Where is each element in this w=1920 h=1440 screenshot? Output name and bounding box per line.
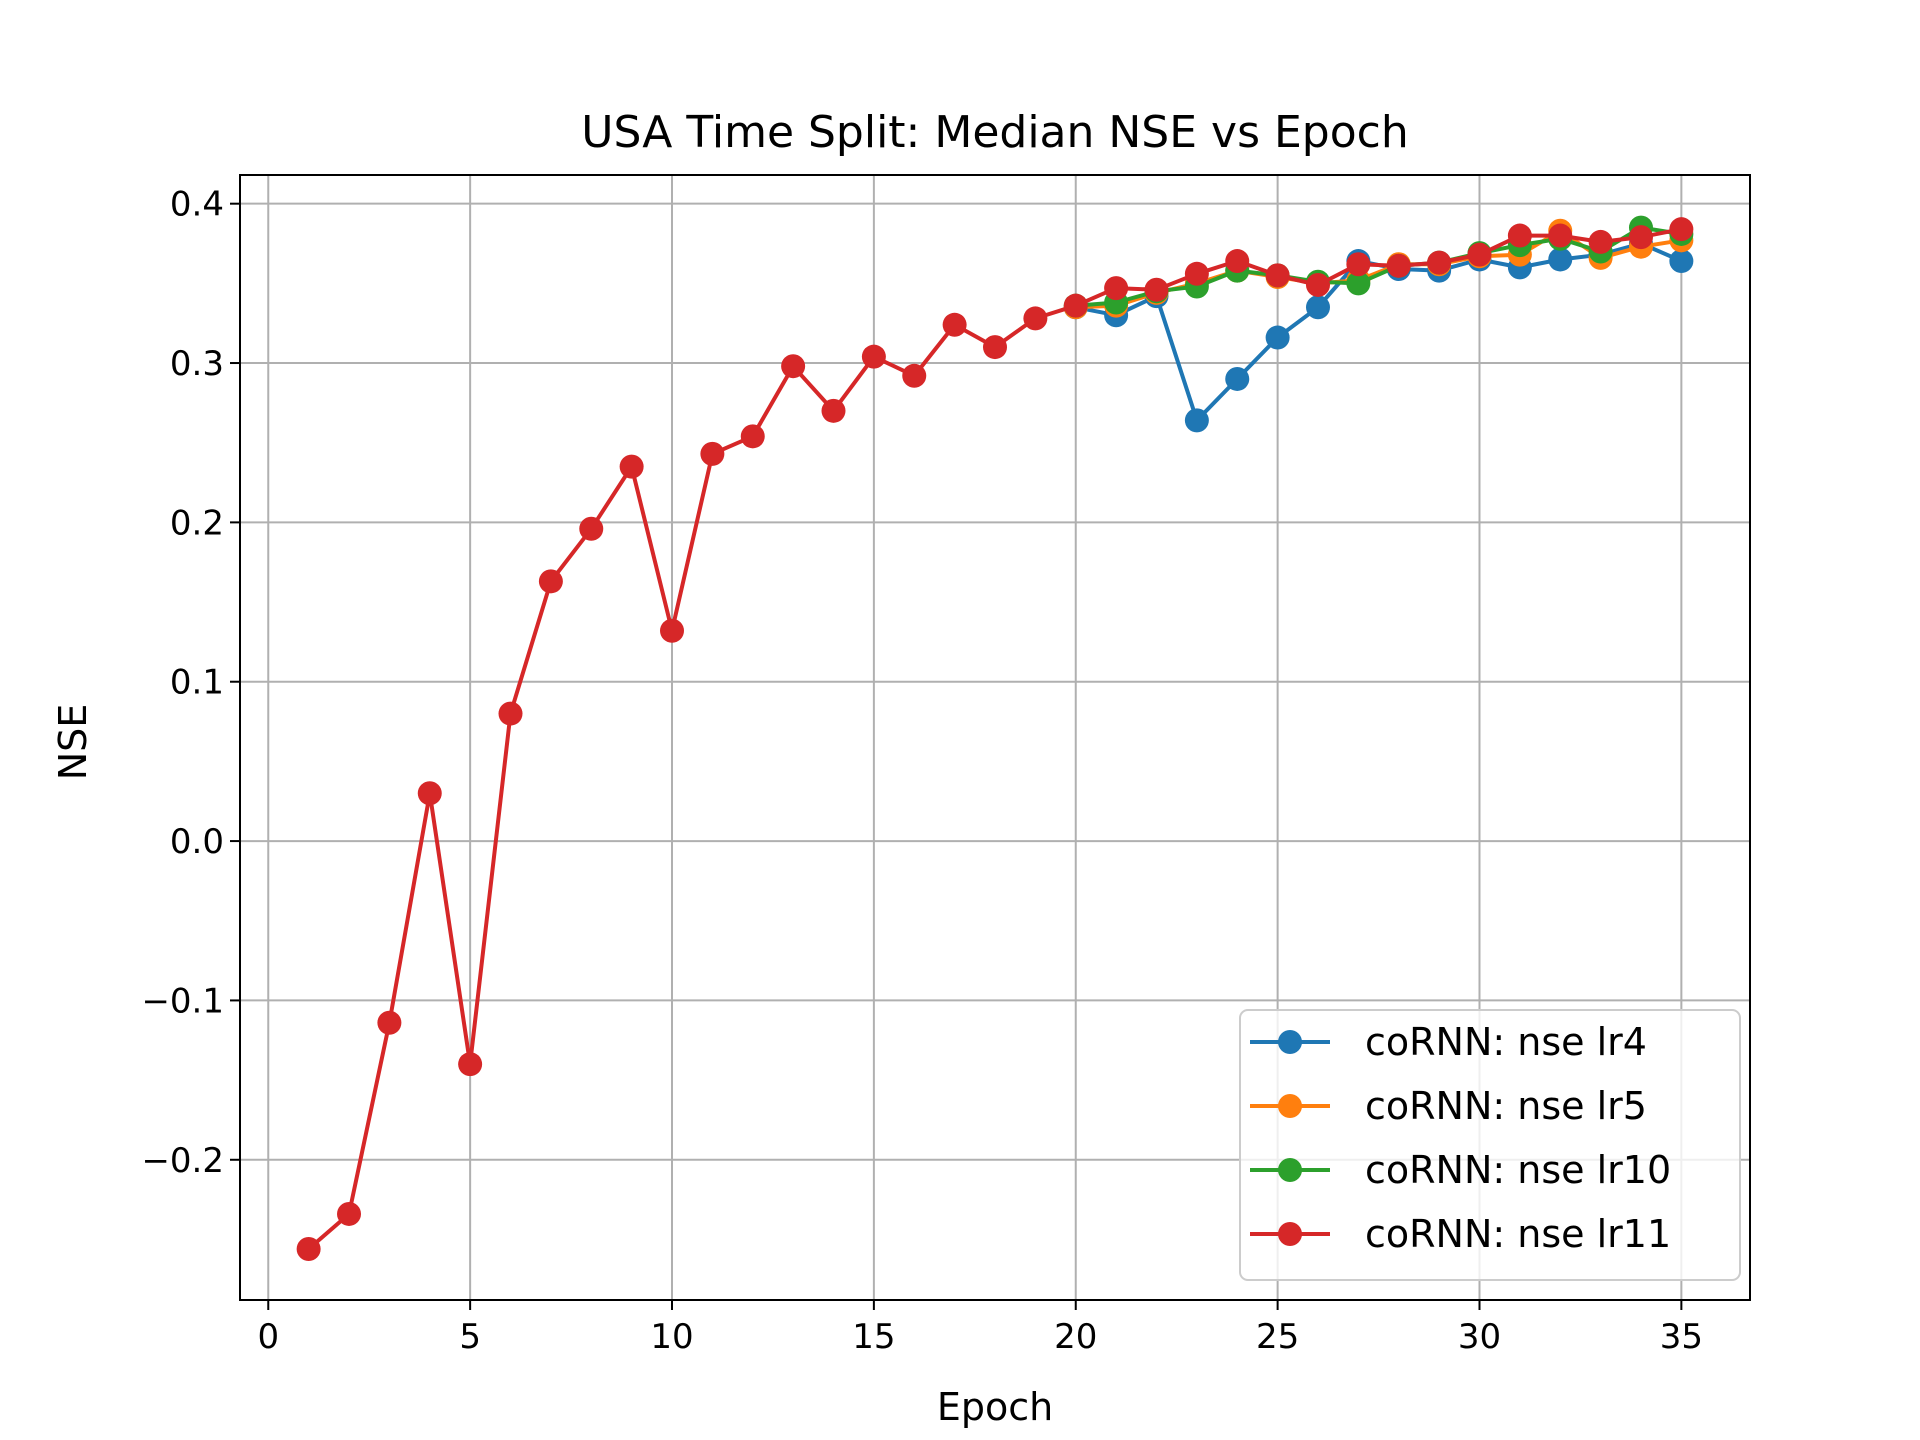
legend-swatch-marker [1278, 1030, 1302, 1054]
y-axis-ticks: −0.2 −0.1 0.0 0.1 0.2 0.3 0.4 [141, 185, 240, 1181]
data-point [377, 1010, 402, 1035]
legend: coRNN: nse lr4 coRNN: nse lr5 coRNN: nse l… [1239, 1009, 1741, 1281]
data-point [1386, 253, 1411, 278]
data-point [1507, 223, 1532, 248]
data-point [983, 335, 1007, 360]
x-tick-label: 15 [852, 1317, 895, 1357]
x-tick-label: 30 [1458, 1317, 1501, 1357]
legend-box [1239, 1009, 1741, 1281]
y-tick-label: 0.2 [170, 503, 224, 543]
data-point [1063, 293, 1088, 318]
data-point [1548, 247, 1573, 272]
legend-label: coRNN: nse lr11 [1365, 1212, 1671, 1256]
data-point [942, 312, 967, 337]
data-point [417, 781, 442, 806]
legend-item: coRNN: nse lr4 [1250, 1020, 1647, 1064]
data-point [700, 441, 725, 466]
x-axis-label: Epoch [937, 1385, 1053, 1429]
data-point [337, 1201, 362, 1226]
data-point [1305, 272, 1330, 297]
data-point [1588, 229, 1613, 254]
data-point [821, 398, 846, 423]
y-tick-label: −0.2 [141, 1141, 224, 1181]
data-point [619, 454, 644, 479]
x-tick-label: 20 [1054, 1317, 1097, 1357]
data-point [1427, 250, 1452, 275]
data-point [1628, 225, 1653, 250]
data-point [579, 516, 604, 541]
x-tick-label: 35 [1660, 1317, 1703, 1357]
data-point [1225, 249, 1250, 274]
y-tick-label: 0.3 [170, 344, 224, 384]
legend-swatch-marker [1278, 1158, 1302, 1182]
legend-item: coRNN: nse lr10 [1250, 1148, 1671, 1192]
data-point [1144, 277, 1169, 302]
data-point [538, 569, 563, 594]
y-tick-label: 0.1 [170, 663, 224, 703]
data-point [1669, 217, 1694, 242]
data-point [1548, 223, 1573, 248]
data-point [296, 1237, 321, 1262]
data-point [902, 363, 927, 388]
x-tick-label: 5 [459, 1317, 481, 1357]
series-4 [296, 217, 1694, 1262]
x-axis-ticks: 0 5 10 15 20 25 30 35 [257, 1300, 1703, 1357]
data-point [1265, 263, 1290, 288]
data-point [1346, 252, 1371, 277]
legend-label: coRNN: nse lr4 [1365, 1020, 1647, 1064]
data-point [781, 354, 806, 379]
plot-frame [239, 174, 1751, 1301]
x-tick-label: 0 [257, 1317, 279, 1357]
data-point [861, 344, 886, 369]
series-group [296, 215, 1694, 1262]
data-point [1669, 249, 1694, 274]
legend-item: coRNN: nse lr5 [1250, 1084, 1647, 1128]
series-line [1075, 225, 1682, 308]
data-point [660, 618, 685, 643]
data-point [1023, 306, 1048, 331]
data-point [1184, 261, 1209, 286]
data-point [1467, 242, 1492, 267]
data-point [1346, 271, 1371, 296]
data-point [1265, 325, 1290, 350]
data-point [1225, 366, 1250, 391]
data-point [498, 701, 523, 726]
y-axis-label: NSE [51, 704, 95, 781]
y-tick-label: 0.4 [170, 185, 224, 225]
y-tick-label: −0.1 [141, 981, 224, 1021]
data-point [1184, 408, 1209, 433]
data-point [1305, 295, 1330, 320]
chart-title: USA Time Split: Median NSE vs Epoch [581, 107, 1408, 158]
legend-label: coRNN: nse lr5 [1365, 1084, 1647, 1128]
legend-label: coRNN: nse lr10 [1365, 1148, 1671, 1192]
legend-item: coRNN: nse lr11 [1250, 1212, 1671, 1256]
x-tick-label: 10 [650, 1317, 693, 1357]
x-tick-label: 25 [1256, 1317, 1299, 1357]
data-point [1104, 276, 1129, 301]
data-point [458, 1052, 483, 1077]
data-point [740, 424, 765, 449]
legend-swatch-marker [1278, 1094, 1302, 1118]
y-tick-label: 0.0 [170, 822, 224, 862]
legend-swatch-marker [1278, 1222, 1302, 1246]
